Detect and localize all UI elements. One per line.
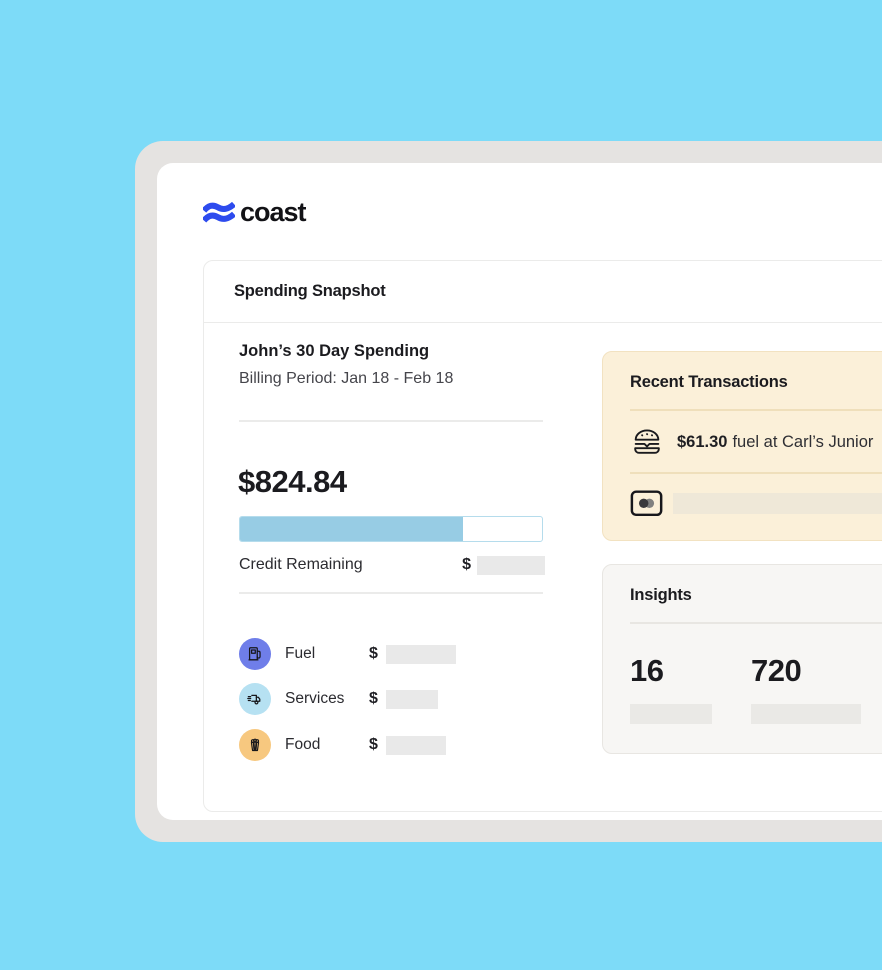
food-bucket-icon <box>250 738 260 752</box>
divider <box>239 592 543 594</box>
transaction-row: $61.30 fuel at Carl’s Junior <box>630 424 873 460</box>
coast-logo-text: coast <box>240 197 307 227</box>
category-icon-circle <box>239 683 271 715</box>
spending-snapshot-card: Spending Snapshot John’s 30 Day Spending… <box>203 260 882 812</box>
spending-title: John’s 30 Day Spending <box>239 342 430 360</box>
spending-amount: $824.84 <box>238 464 347 499</box>
recent-transactions-title: Recent Transactions <box>630 373 788 391</box>
device-frame: coast Spending Snapshot John’s 30 Day Sp… <box>135 141 882 842</box>
recent-transactions-card: Recent Transactions $61.30 fuel at Carl’s… <box>602 351 882 541</box>
insight-stat-value: 16 <box>630 653 664 688</box>
service-truck-icon <box>247 694 261 705</box>
insight-placeholder-bar <box>751 704 861 724</box>
currency-symbol: $ <box>462 556 471 573</box>
insights-card: Insights 16 720 <box>602 564 882 754</box>
insight-placeholder-bar <box>630 704 712 724</box>
billing-period: Billing Period: Jan 18 - Feb 18 <box>239 370 454 387</box>
category-row-food: Food $ <box>239 729 545 761</box>
transaction-text: $61.30 fuel at Carl’s Junior <box>677 433 873 452</box>
insights-title: Insights <box>630 586 692 604</box>
transaction-amount: $61.30 <box>677 432 728 451</box>
category-bar <box>386 735 446 755</box>
currency-symbol: $ <box>369 736 378 753</box>
category-label: Food <box>285 736 321 753</box>
credit-placeholder-bar <box>477 555 545 575</box>
app-panel: coast Spending Snapshot John’s 30 Day Sp… <box>157 163 882 820</box>
currency-symbol: $ <box>369 645 378 662</box>
category-label: Services <box>285 690 345 707</box>
coast-logo: coast <box>203 197 307 229</box>
fuel-pump-icon <box>248 647 261 661</box>
divider <box>630 622 882 624</box>
insight-stat-value: 720 <box>751 653 802 688</box>
credit-progress-bar <box>239 516 543 542</box>
transaction-placeholder-bar <box>673 492 882 514</box>
category-icon-circle <box>239 729 271 761</box>
currency-symbol: $ <box>369 690 378 707</box>
snapshot-card-header: Spending Snapshot <box>204 261 882 323</box>
divider <box>630 409 882 411</box>
category-row-fuel: Fuel $ <box>239 638 545 670</box>
burger-icon <box>634 429 660 454</box>
transaction-row <box>630 486 882 520</box>
transaction-description: fuel at Carl’s Junior <box>732 432 874 451</box>
progress-fill <box>240 517 464 541</box>
category-bar <box>386 644 456 664</box>
coast-logo-waves-icon <box>203 201 235 223</box>
credit-card-icon <box>630 489 663 516</box>
divider <box>630 472 882 474</box>
category-bar <box>386 689 438 709</box>
category-icon-circle <box>239 638 271 670</box>
credit-remaining-row: Credit Remaining $ <box>239 555 545 575</box>
divider <box>239 420 543 422</box>
snapshot-card-title: Spending Snapshot <box>234 282 386 300</box>
credit-remaining-label: Credit Remaining <box>239 556 363 573</box>
category-row-services: Services $ <box>239 683 545 715</box>
category-label: Fuel <box>285 645 316 662</box>
